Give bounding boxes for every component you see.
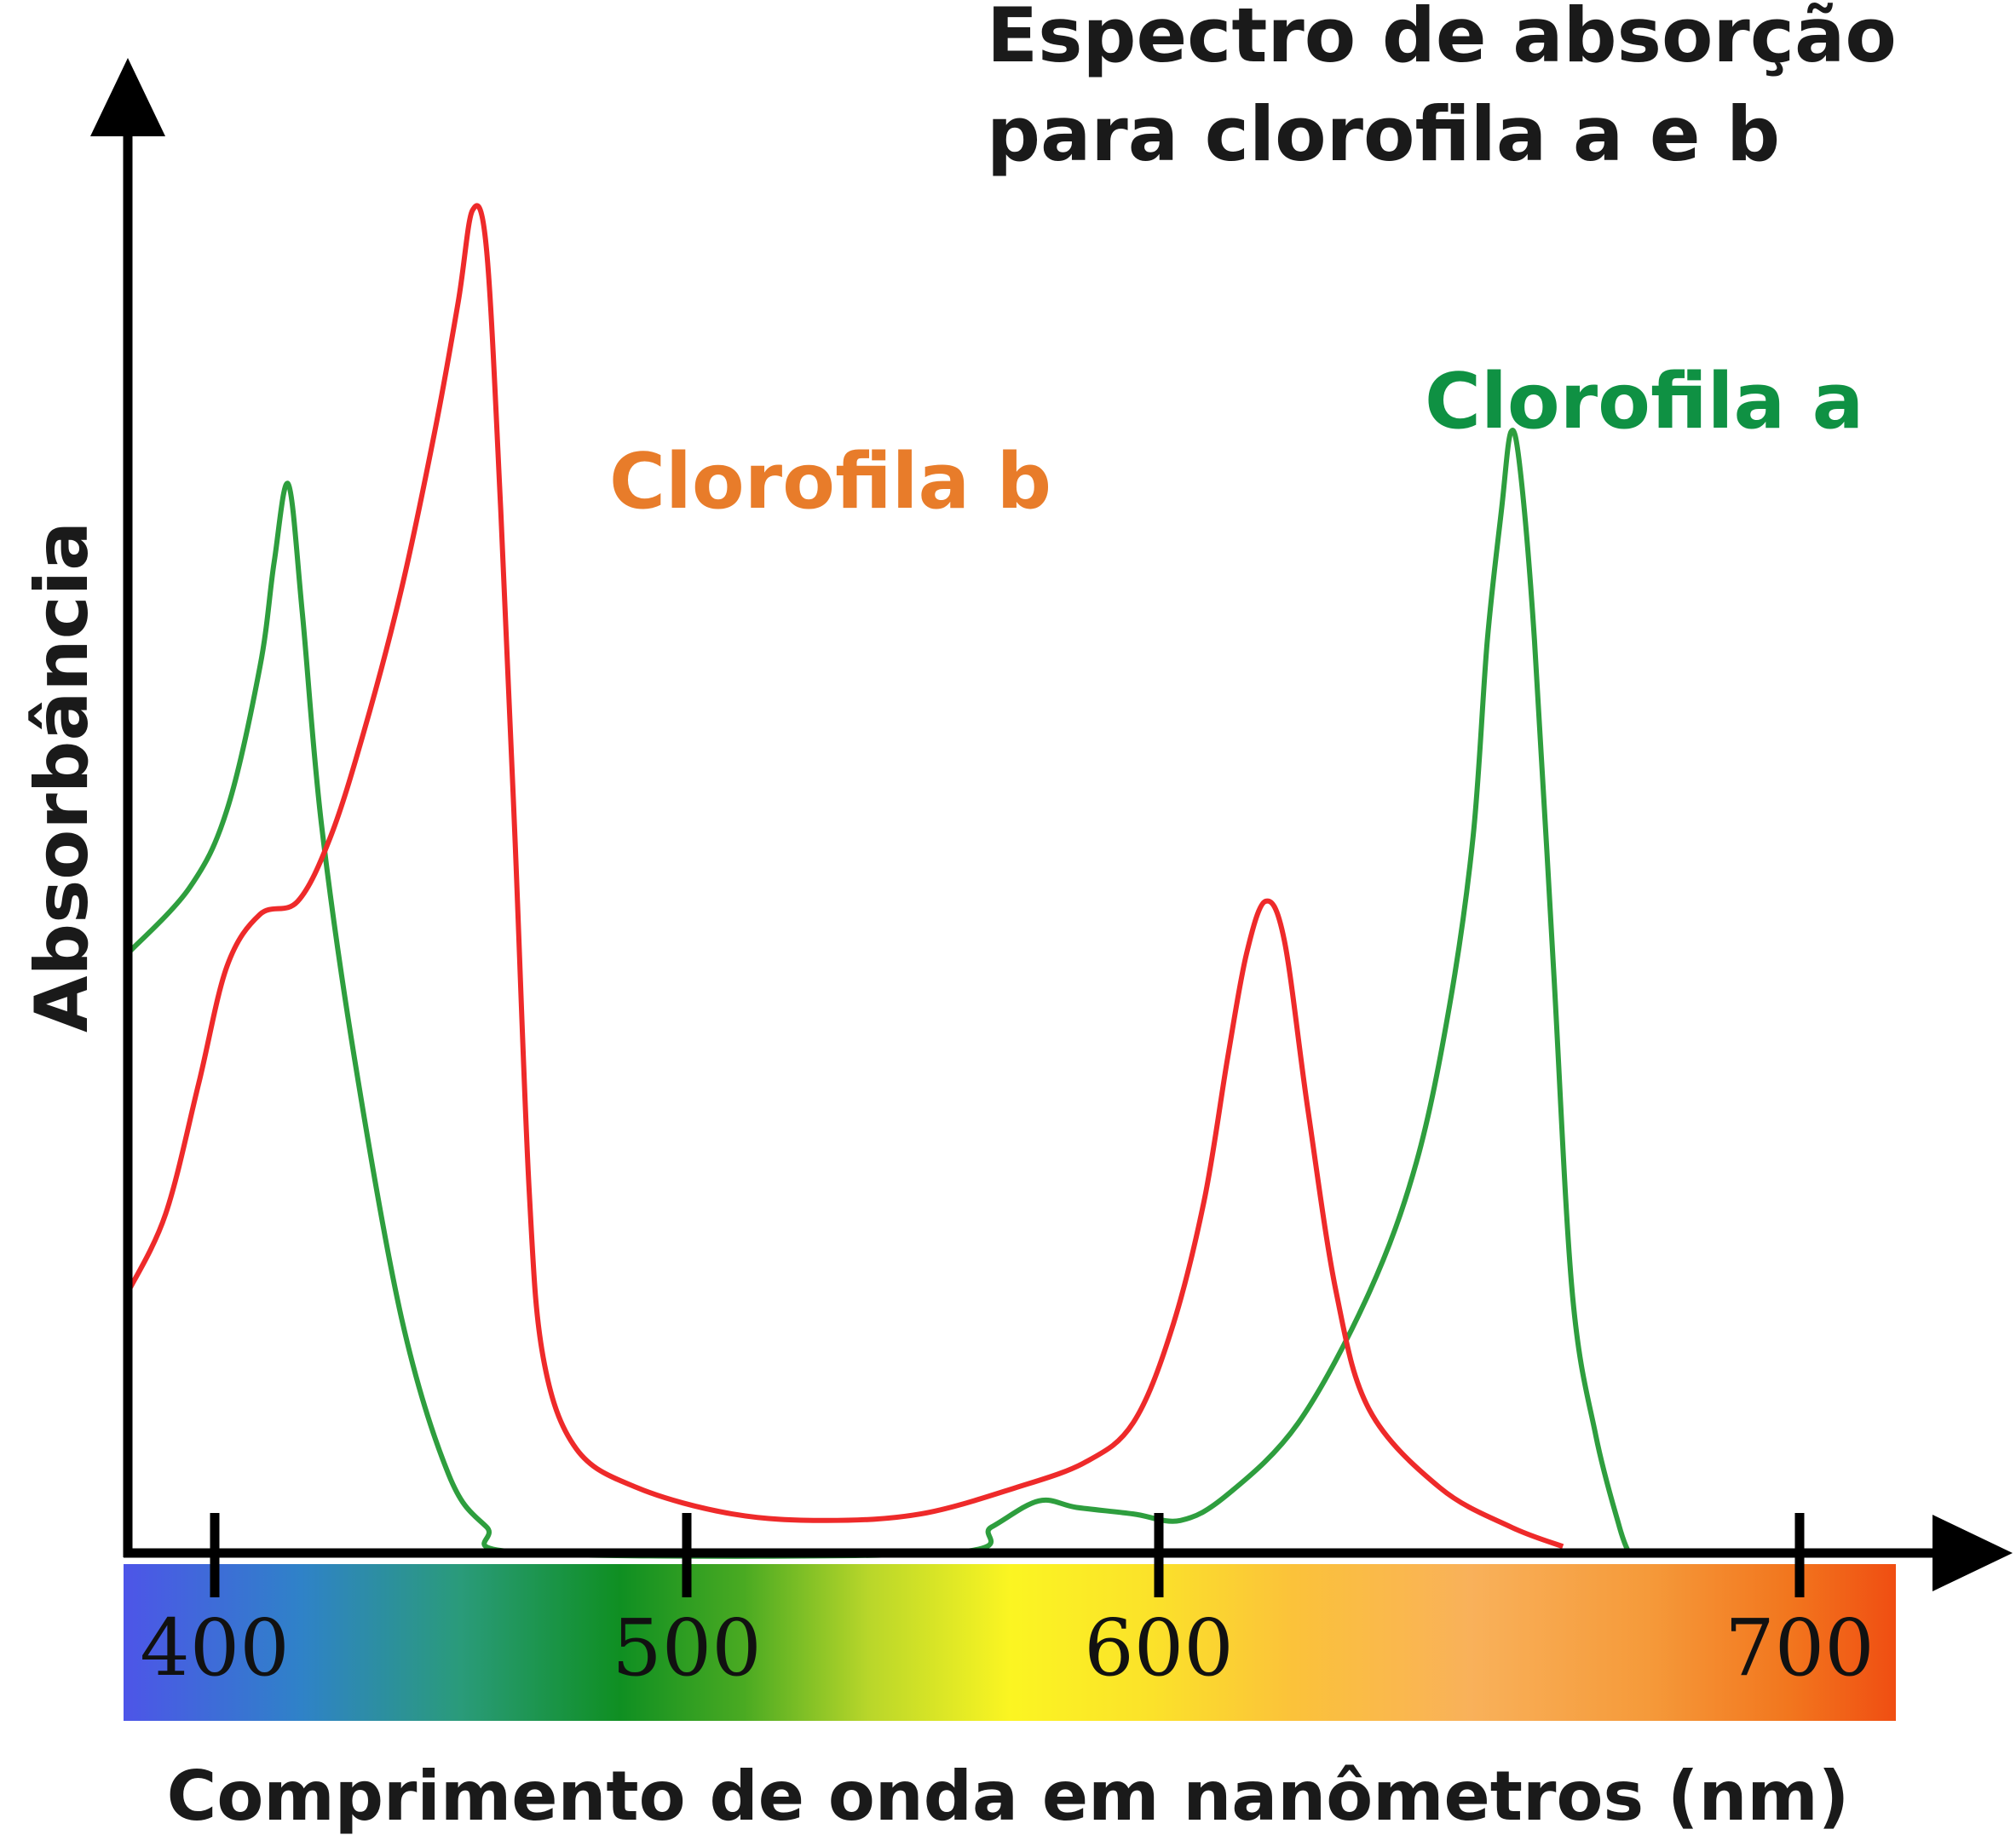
series-label-clorofila-b: Clorofila b: [609, 437, 1051, 526]
y-axis-arrow-icon: [90, 58, 165, 136]
y-axis-label: Absorbância: [20, 521, 105, 1033]
x-tick-label-500: 500: [612, 1602, 762, 1694]
x-tick-label-600: 600: [1084, 1602, 1234, 1694]
x-tick-label-400: 400: [140, 1602, 290, 1694]
series-line-clorofila-a: [125, 428, 1632, 1559]
series-group: [125, 203, 1632, 1559]
x-axis-label: Comprimento de onda em nanômetros (nm): [167, 1757, 1850, 1835]
series-label-clorofila-a: Clorofila a: [1425, 357, 1863, 446]
chart-title-line-1: Espectro de absorção: [987, 0, 1897, 79]
chart-title-line-2: para clorofila a e b: [987, 90, 1780, 178]
series-line-clorofila-b: [125, 203, 1564, 1550]
x-axis-arrow-icon: [1932, 1515, 2013, 1591]
x-tick-label-700: 700: [1725, 1602, 1875, 1694]
spectrum-strip: [124, 1564, 1896, 1721]
